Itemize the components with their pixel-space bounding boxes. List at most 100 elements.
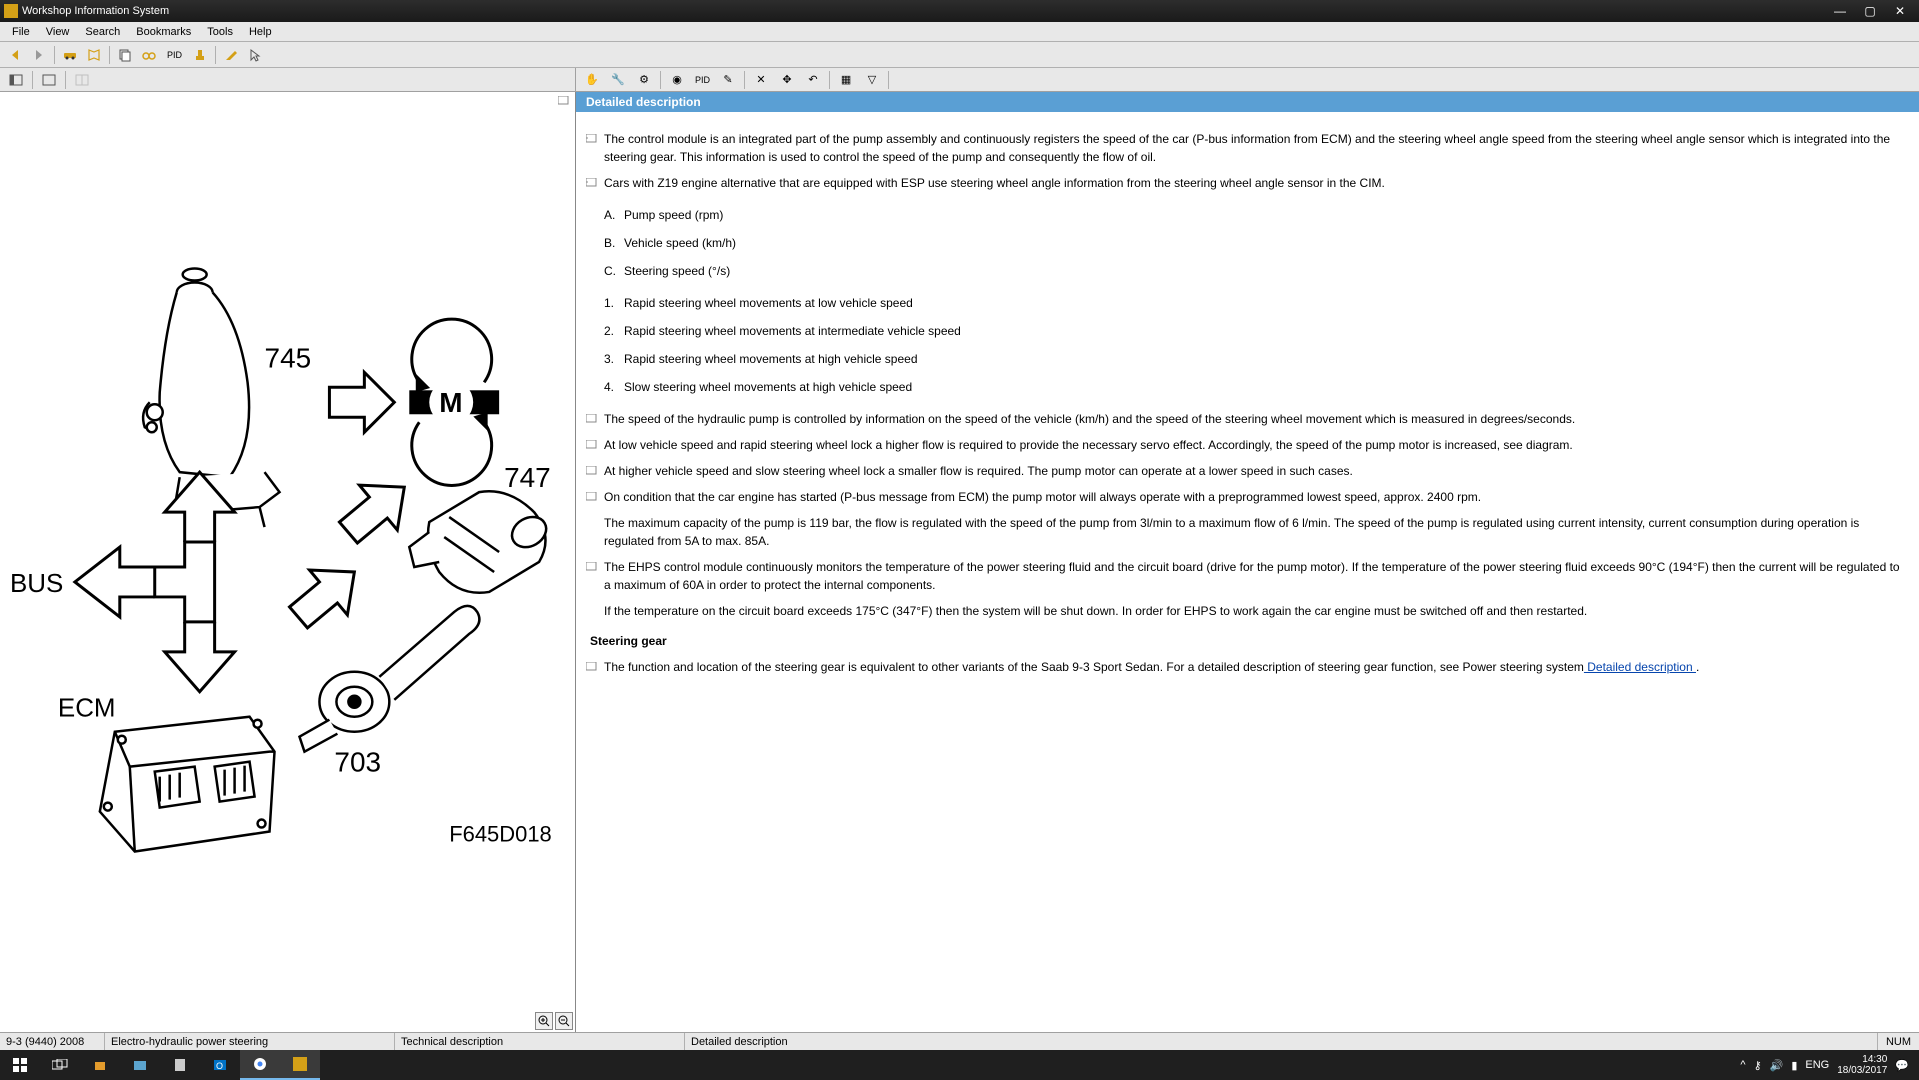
circle-icon[interactable]: ◉ (665, 70, 689, 90)
window-title: Workshop Information System (22, 5, 169, 17)
tray-network-icon[interactable]: ⚷ (1754, 1059, 1762, 1072)
detail-header: Detailed description (576, 92, 1919, 112)
status-num: NUM (1878, 1036, 1919, 1048)
para-8: The EHPS control module continuously mon… (604, 560, 1900, 592)
para-9: If the temperature on the circuit board … (604, 604, 1587, 618)
diagram-area: 745 M (0, 92, 575, 1032)
menu-search[interactable]: Search (77, 24, 128, 40)
minimize-button[interactable]: — (1825, 1, 1855, 21)
task-view-button[interactable] (40, 1050, 80, 1080)
back-button[interactable] (4, 44, 26, 66)
para-icon (586, 411, 598, 421)
para-icon (586, 437, 598, 447)
label-745: 745 (265, 342, 312, 373)
menu-tools[interactable]: Tools (199, 24, 241, 40)
menu-file[interactable]: File (4, 24, 38, 40)
align-icon[interactable]: ▦ (834, 70, 858, 90)
item-c: Steering speed (°/s) (624, 262, 730, 280)
zoom-in-button[interactable] (535, 1012, 553, 1030)
item-b: Vehicle speed (km/h) (624, 234, 736, 252)
move-icon[interactable]: ✥ (775, 70, 799, 90)
content-area: 745 M (0, 92, 1919, 1032)
para-icon (586, 489, 598, 499)
maximize-button[interactable]: ▢ (1855, 1, 1885, 21)
para-3: The speed of the hydraulic pump is contr… (604, 412, 1575, 426)
taskbar-app-3[interactable] (160, 1050, 200, 1080)
figure-reference: F645D018 (449, 822, 552, 847)
detail-body: The control module is an integrated part… (576, 112, 1919, 1032)
taskbar-outlook[interactable]: O (200, 1050, 240, 1080)
taskbar-chrome[interactable] (240, 1050, 280, 1080)
para-icon (586, 175, 598, 185)
letter-list: A.Pump speed (rpm) B.Vehicle speed (km/h… (604, 206, 1905, 280)
para-icon (586, 559, 598, 569)
tray-clock[interactable]: 14:30 18/03/2017 (1837, 1054, 1887, 1076)
menu-view[interactable]: View (38, 24, 78, 40)
label-motor-m: M (439, 387, 462, 418)
pointer-icon[interactable] (244, 44, 266, 66)
status-system: Electro-hydraulic power steering (105, 1033, 395, 1050)
panel-split-icon[interactable] (70, 70, 94, 90)
marker-1: 1. (604, 294, 624, 312)
pid-button-2[interactable]: PID (691, 70, 714, 90)
status-page: Detailed description (685, 1033, 1878, 1050)
taskbar-app-2[interactable] (120, 1050, 160, 1080)
forward-button[interactable] (28, 44, 50, 66)
para-icon (586, 659, 598, 669)
secondary-toolbar: ✋ 🔧 ⚙ ◉ PID ✎ ✕ ✥ ↶ ▦ ▽ (0, 68, 1919, 92)
tray-date: 18/03/2017 (1837, 1065, 1887, 1076)
svg-text:O: O (216, 1061, 223, 1071)
detailed-description-link[interactable]: Detailed description (1584, 660, 1696, 674)
system-tray: ^ ⚷ 🔊 ▮ ENG 14:30 18/03/2017 💬 (1730, 1054, 1919, 1076)
label-bus: BUS (10, 570, 63, 598)
para-icon (586, 463, 598, 473)
gears-icon[interactable]: ⚙ (632, 70, 656, 90)
pencil2-icon[interactable]: ✎ (716, 70, 740, 90)
technical-diagram: 745 M (0, 92, 575, 1032)
copy-icon[interactable] (114, 44, 136, 66)
book-icon[interactable] (83, 44, 105, 66)
windows-taskbar: O ^ ⚷ 🔊 ▮ ENG 14:30 18/03/2017 💬 (0, 1050, 1919, 1080)
tray-notifications-icon[interactable]: 💬 (1895, 1059, 1909, 1072)
start-button[interactable] (0, 1050, 40, 1080)
marker-c: C. (604, 262, 624, 280)
zoom-out-button[interactable] (555, 1012, 573, 1030)
tools-icon[interactable]: ✕ (749, 70, 773, 90)
stamp-icon[interactable] (189, 44, 211, 66)
number-list: 1.Rapid steering wheel movements at low … (604, 294, 1905, 396)
taskbar-wis-app[interactable] (280, 1050, 320, 1080)
menu-bookmarks[interactable]: Bookmarks (128, 24, 199, 40)
para-7: The maximum capacity of the pump is 119 … (604, 516, 1859, 548)
pencil-icon[interactable] (220, 44, 242, 66)
tray-volume-icon[interactable]: 🔊 (1770, 1059, 1784, 1072)
wrench-icon[interactable]: 🔧 (606, 70, 630, 90)
menu-help[interactable]: Help (241, 24, 280, 40)
para-10a: The function and location of the steerin… (604, 660, 1584, 674)
marker-4: 4. (604, 378, 624, 396)
tray-lang[interactable]: ENG (1805, 1059, 1829, 1071)
item-a: Pump speed (rpm) (624, 206, 723, 224)
para-5: At higher vehicle speed and slow steerin… (604, 464, 1353, 478)
panel-full-icon[interactable] (37, 70, 61, 90)
car-icon[interactable] (59, 44, 81, 66)
tray-chevron-icon[interactable]: ^ (1740, 1059, 1745, 1071)
tray-battery-icon[interactable]: ▮ (1791, 1059, 1797, 1072)
status-section: Technical description (395, 1033, 685, 1050)
filter-icon[interactable]: ▽ (860, 70, 884, 90)
label-747: 747 (504, 462, 551, 493)
panel-left-icon[interactable] (4, 70, 28, 90)
hand-icon[interactable]: ✋ (580, 70, 604, 90)
close-button[interactable]: ✕ (1885, 1, 1915, 21)
item-1: Rapid steering wheel movements at low ve… (624, 294, 913, 312)
pid-button[interactable]: PID (162, 44, 187, 66)
undo-icon[interactable]: ↶ (801, 70, 825, 90)
window-titlebar: Workshop Information System — ▢ ✕ (0, 0, 1919, 22)
item-2: Rapid steering wheel movements at interm… (624, 322, 961, 340)
taskbar-app-1[interactable] (80, 1050, 120, 1080)
app-icon (4, 4, 18, 18)
diagram-pane: 745 M (0, 92, 576, 1032)
para-10b: . (1696, 660, 1699, 674)
subheading-steering-gear: Steering gear (590, 632, 1905, 650)
marker-a: A. (604, 206, 624, 224)
binoculars-icon[interactable] (138, 44, 160, 66)
